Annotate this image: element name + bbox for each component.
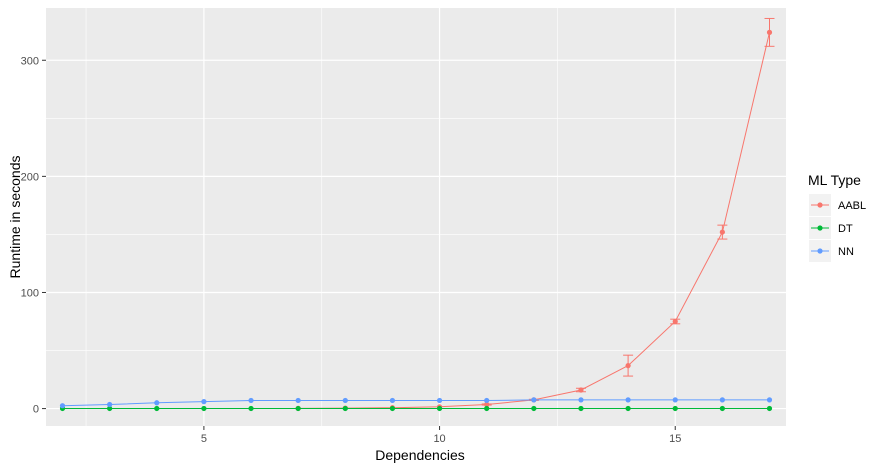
data-point-dt — [578, 405, 584, 412]
data-point-nn — [248, 397, 254, 404]
data-point-aabl — [672, 318, 678, 325]
x-axis-label: Dependencies — [375, 447, 465, 463]
data-point-dt — [389, 405, 396, 412]
data-point-dt — [295, 405, 301, 412]
y-tick-label: 0 — [33, 404, 39, 416]
data-point-dt — [672, 405, 678, 412]
x-tick-label: 15 — [669, 433, 681, 445]
data-point-dt — [484, 405, 490, 412]
legend-item-dt: DT — [809, 217, 853, 239]
minor-gridlines — [46, 8, 786, 426]
data-point-nn — [201, 399, 207, 405]
series-line-nn — [62, 399, 770, 407]
data-point-nn — [672, 397, 678, 403]
y-tick-label: 300 — [21, 55, 39, 67]
data-point-nn — [389, 397, 396, 404]
legend-item-nn: NN — [809, 240, 854, 262]
data-point-nn — [531, 397, 537, 403]
y-axis-label: Runtime in seconds — [7, 156, 23, 279]
data-point-nn — [625, 397, 631, 403]
legend-title: ML Type — [808, 172, 861, 188]
data-point-dt — [625, 405, 631, 412]
data-point-nn — [107, 401, 113, 408]
data-point-nn — [719, 397, 725, 403]
data-point-dt — [201, 405, 207, 412]
data-point-dt — [248, 405, 254, 412]
data-point-dt — [342, 405, 348, 412]
series-nn — [59, 397, 773, 409]
data-point-nn — [578, 397, 584, 403]
data-point-dt — [154, 405, 160, 412]
data-point-nn — [59, 403, 66, 409]
data-point-dt — [107, 405, 113, 412]
data-point-nn — [766, 397, 773, 403]
legend-label-aabl: AABL — [838, 200, 866, 212]
data-point-dt — [719, 405, 725, 412]
series-dt — [59, 405, 773, 412]
legend-keys: AABL DT NN — [809, 194, 866, 262]
axes-layer: 5 10 15 0 100 200 300 — [21, 55, 682, 445]
data-point-dt — [531, 405, 537, 412]
data-point-aabl — [578, 387, 584, 393]
legend-label-nn: NN — [838, 246, 854, 258]
data-point-aabl — [719, 229, 725, 235]
legend-key-point — [817, 202, 823, 208]
legend-item-aabl: AABL — [809, 194, 866, 216]
legend-key-point — [817, 248, 823, 254]
data-point-nn — [295, 397, 301, 404]
series-layer — [59, 17, 775, 412]
data-point-aabl — [484, 401, 490, 408]
data-point-nn — [436, 397, 443, 404]
data-point-nn — [484, 397, 490, 404]
legend: ML Type AABL DT NN — [808, 172, 866, 262]
data-point-dt — [436, 405, 443, 412]
x-tick-label: 10 — [433, 433, 445, 445]
data-point-aabl — [625, 363, 631, 369]
plot-panel — [46, 8, 786, 426]
y-tick-label: 200 — [21, 171, 39, 183]
y-tick-label: 100 — [21, 287, 39, 299]
data-point-dt — [766, 405, 773, 412]
legend-key-point — [817, 225, 823, 231]
legend-label-dt: DT — [838, 223, 853, 235]
data-point-nn — [154, 400, 160, 406]
x-tick-label: 5 — [201, 433, 207, 445]
data-point-aabl — [766, 29, 773, 35]
data-point-nn — [342, 397, 348, 404]
